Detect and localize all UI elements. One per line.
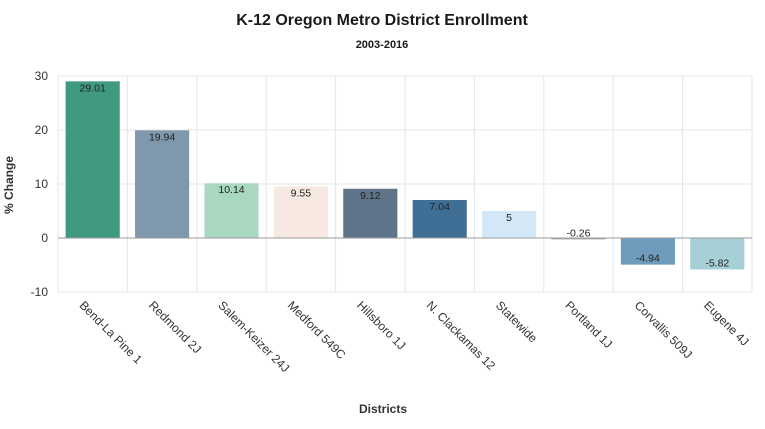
data-label: 9.12 bbox=[360, 190, 381, 202]
x-tick-label: Hillsboro 1J bbox=[354, 298, 408, 352]
y-axis-label: % Change bbox=[2, 156, 16, 214]
x-tick-label: Eugene 4J bbox=[701, 298, 751, 348]
y-tick-label: -10 bbox=[31, 285, 49, 299]
data-label: 9.55 bbox=[291, 187, 312, 199]
bar-2 bbox=[204, 183, 259, 238]
x-tick-label: Corvallis 509J bbox=[632, 298, 695, 361]
y-tick-label: 0 bbox=[41, 231, 48, 245]
y-tick-label: 30 bbox=[35, 69, 49, 83]
bars: 29.01 19.94 10.14 9.55 9.12 7.04 5 -0.26 -4.94 -5… bbox=[65, 81, 745, 270]
data-label: -5.82 bbox=[705, 257, 729, 269]
x-tick-label: N. Clackamas 12 bbox=[424, 298, 499, 373]
data-label: 19.94 bbox=[149, 131, 175, 143]
x-tick-label: Statewide bbox=[493, 298, 540, 345]
data-label: 29.01 bbox=[80, 82, 106, 94]
y-tick-label: 20 bbox=[35, 123, 49, 137]
x-tick-label: Portland 1J bbox=[562, 298, 615, 351]
bar-4 bbox=[343, 188, 398, 238]
chart-subtitle: 2003-2016 bbox=[356, 39, 409, 51]
data-label: 7.04 bbox=[429, 201, 450, 213]
bar-0 bbox=[65, 81, 120, 238]
bar-1 bbox=[135, 130, 190, 238]
bar-8 bbox=[620, 238, 675, 265]
data-label: 5 bbox=[506, 212, 512, 224]
x-tick-label: Bend-La Pine 1 bbox=[77, 298, 146, 367]
bar-9 bbox=[690, 238, 745, 270]
y-tick-label: 10 bbox=[35, 177, 49, 191]
bar-5 bbox=[412, 199, 467, 238]
x-axis-label: Districts bbox=[359, 402, 407, 416]
bar-7 bbox=[551, 238, 606, 240]
data-label: -4.94 bbox=[636, 253, 660, 265]
data-label: 10.14 bbox=[218, 184, 244, 196]
x-tick-label: Redmond 2J bbox=[146, 298, 204, 356]
x-tick-label: Salem-Keizer 24J bbox=[215, 298, 292, 375]
bar-3 bbox=[273, 186, 328, 238]
bar-6 bbox=[482, 211, 537, 238]
x-tick-label: Medford 549C bbox=[285, 298, 349, 362]
chart-title: K-12 Oregon Metro District Enrollment bbox=[236, 12, 528, 29]
data-label: -0.26 bbox=[567, 227, 591, 239]
